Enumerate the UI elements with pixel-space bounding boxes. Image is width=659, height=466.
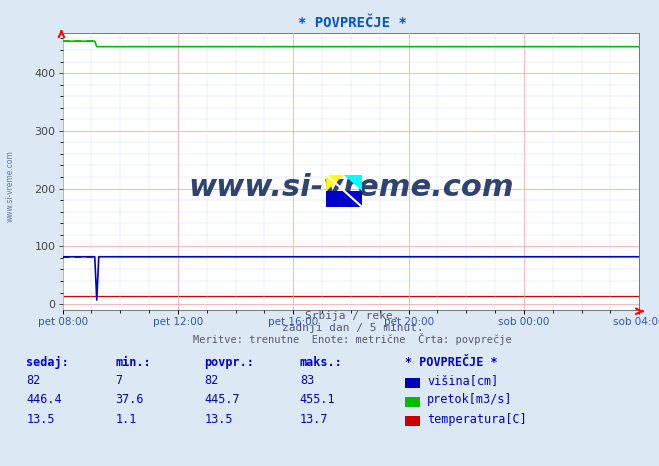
Text: Srbija / reke.: Srbija / reke. — [305, 311, 400, 321]
Text: 455.1: 455.1 — [300, 393, 335, 406]
Text: sedaj:: sedaj: — [26, 356, 69, 369]
Text: * POVPREČJE *: * POVPREČJE * — [298, 16, 407, 30]
Text: 445.7: 445.7 — [204, 393, 240, 406]
Polygon shape — [326, 191, 362, 207]
Polygon shape — [344, 175, 362, 191]
Text: www.si-vreme.com: www.si-vreme.com — [188, 173, 514, 202]
Text: 82: 82 — [26, 375, 41, 387]
Text: maks.:: maks.: — [300, 356, 343, 369]
Text: * POVPREČJE *: * POVPREČJE * — [405, 356, 498, 369]
Text: 13.5: 13.5 — [26, 413, 55, 425]
Text: 13.5: 13.5 — [204, 413, 233, 425]
Text: 82: 82 — [204, 375, 219, 387]
Text: 1.1: 1.1 — [115, 413, 136, 425]
Text: 446.4: 446.4 — [26, 393, 62, 406]
Text: temperatura[C]: temperatura[C] — [427, 413, 527, 425]
Text: min.:: min.: — [115, 356, 151, 369]
Text: Meritve: trenutne  Enote: metrične  Črta: povprečje: Meritve: trenutne Enote: metrične Črta: … — [193, 333, 512, 344]
Text: višina[cm]: višina[cm] — [427, 375, 498, 387]
Text: 83: 83 — [300, 375, 314, 387]
Text: zadnji dan / 5 minut.: zadnji dan / 5 minut. — [281, 323, 424, 333]
Text: 37.6: 37.6 — [115, 393, 144, 406]
Text: 13.7: 13.7 — [300, 413, 328, 425]
Text: 7: 7 — [115, 375, 123, 387]
Text: www.si-vreme.com: www.si-vreme.com — [5, 151, 14, 222]
Text: pretok[m3/s]: pretok[m3/s] — [427, 393, 513, 406]
Polygon shape — [326, 175, 344, 191]
Text: povpr.:: povpr.: — [204, 356, 254, 369]
